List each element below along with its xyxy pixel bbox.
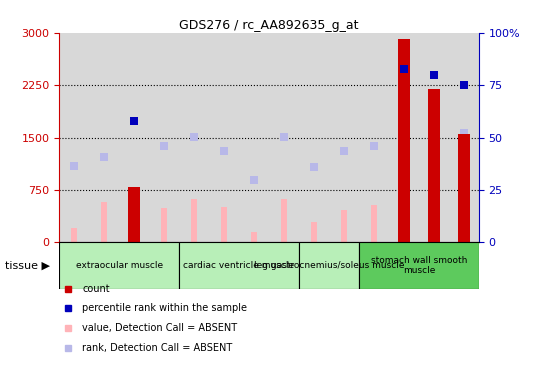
Bar (458, 134, 470, 242)
Bar (371, 205, 377, 242)
Bar (251, 232, 257, 242)
Bar (89, 33, 119, 242)
Text: leg gastrocnemius/soleus muscle: leg gastrocnemius/soleus muscle (254, 261, 404, 270)
Bar (430, 89, 437, 242)
Bar (359, 33, 389, 242)
Bar (101, 202, 108, 242)
Bar (179, 242, 299, 289)
Bar (179, 33, 209, 242)
Bar (221, 208, 228, 242)
Text: tissue ▶: tissue ▶ (5, 261, 51, 270)
Bar (149, 33, 179, 242)
Text: extraocular muscle: extraocular muscle (75, 261, 162, 270)
Bar (71, 228, 77, 242)
Bar (281, 199, 287, 242)
Bar (129, 187, 140, 242)
Bar (161, 208, 167, 242)
Bar (389, 33, 419, 242)
Bar (239, 33, 269, 242)
Bar (269, 33, 299, 242)
Bar (419, 33, 449, 242)
Bar (329, 33, 359, 242)
Text: count: count (82, 284, 110, 294)
Text: value, Detection Call = ABSENT: value, Detection Call = ABSENT (82, 323, 237, 333)
Bar (341, 210, 347, 242)
Bar (59, 33, 89, 242)
Text: stomach wall smooth
muscle: stomach wall smooth muscle (371, 256, 467, 275)
Bar (209, 33, 239, 242)
Bar (428, 89, 440, 242)
Bar (299, 33, 329, 242)
Bar (59, 242, 179, 289)
Text: cardiac ventricle muscle: cardiac ventricle muscle (183, 261, 295, 270)
Bar (310, 222, 317, 242)
Bar (398, 38, 409, 242)
Text: rank, Detection Call = ABSENT: rank, Detection Call = ABSENT (82, 343, 232, 352)
Title: GDS276 / rc_AA892635_g_at: GDS276 / rc_AA892635_g_at (179, 19, 359, 32)
Bar (359, 242, 479, 289)
Bar (449, 33, 479, 242)
Bar (299, 242, 359, 289)
Text: percentile rank within the sample: percentile rank within the sample (82, 303, 247, 313)
Bar (191, 199, 197, 242)
Bar (119, 33, 149, 242)
